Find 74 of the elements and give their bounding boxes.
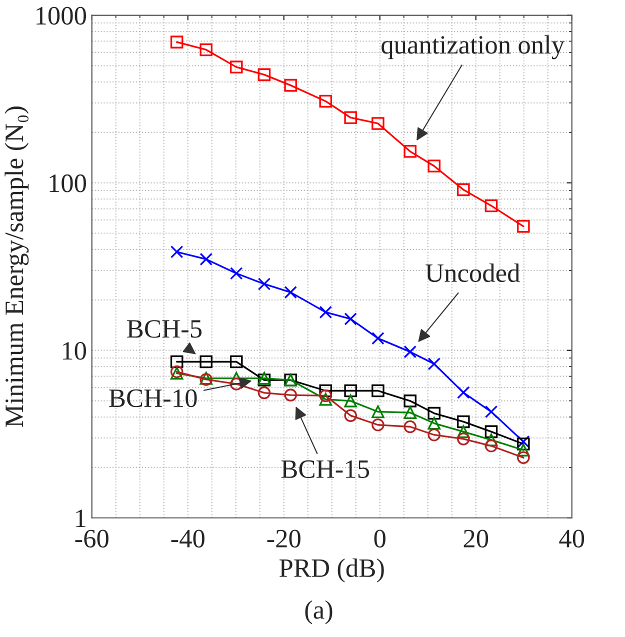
point	[404, 406, 417, 419]
point	[457, 415, 470, 428]
point	[517, 435, 530, 448]
point	[484, 425, 498, 438]
point	[230, 355, 243, 368]
y-tick-label: 1	[76, 510, 86, 528]
point	[230, 266, 243, 280]
point	[372, 384, 384, 398]
text: (a)	[305, 600, 332, 624]
y-tick-label: 10	[62, 342, 86, 360]
point	[319, 392, 332, 406]
point	[200, 43, 213, 56]
point	[200, 355, 213, 368]
point	[404, 145, 417, 158]
point	[319, 384, 332, 398]
x-axis-title: PRD (dB)	[279, 558, 384, 582]
point	[372, 117, 384, 130]
point	[428, 406, 441, 420]
point	[284, 78, 297, 92]
point	[517, 438, 530, 450]
point	[428, 428, 441, 442]
text: Uncoded	[426, 263, 520, 282]
point	[428, 160, 441, 172]
point	[517, 451, 530, 464]
point	[319, 389, 332, 402]
point	[319, 306, 332, 319]
point	[372, 418, 384, 432]
point	[457, 183, 470, 196]
point	[517, 220, 530, 233]
point	[484, 199, 498, 212]
point	[230, 378, 243, 390]
point	[284, 388, 297, 402]
point	[457, 432, 470, 446]
point	[344, 312, 357, 326]
point	[404, 394, 417, 408]
point	[484, 405, 498, 418]
point	[457, 425, 470, 438]
y-axis-title: Minimum Energy/sample (N₀)	[4, 106, 29, 428]
series-label: BCH-10	[109, 389, 197, 408]
series-label: BCH-5	[127, 320, 202, 338]
x-tick-label: 20	[464, 530, 488, 548]
point	[484, 439, 498, 452]
point	[258, 68, 271, 82]
point	[404, 345, 417, 358]
x-tick-label: -20	[267, 530, 300, 548]
point	[484, 434, 498, 446]
point	[372, 405, 384, 418]
point	[428, 358, 441, 370]
text: quantization only	[382, 35, 564, 60]
point	[517, 444, 530, 456]
point	[457, 386, 470, 399]
x-tick-label: 0	[374, 530, 386, 548]
point	[284, 286, 297, 299]
x-tick-label: 40	[559, 530, 584, 548]
x-tick-label: -60	[75, 530, 108, 548]
point	[404, 420, 417, 434]
point	[258, 386, 271, 400]
point	[230, 60, 243, 74]
point	[344, 409, 357, 422]
point	[258, 278, 271, 290]
point	[372, 332, 384, 345]
x-tick-label: -40	[171, 530, 204, 548]
point	[344, 394, 357, 408]
point	[319, 94, 332, 108]
point	[170, 246, 184, 258]
point	[428, 416, 441, 430]
y-tick-label: 1000	[36, 6, 86, 25]
point	[200, 252, 213, 266]
point	[344, 384, 357, 398]
series-label: BCH-15	[281, 460, 370, 478]
y-tick-label: 100	[50, 174, 86, 192]
point	[170, 36, 184, 48]
point	[170, 355, 184, 368]
point	[344, 111, 357, 124]
